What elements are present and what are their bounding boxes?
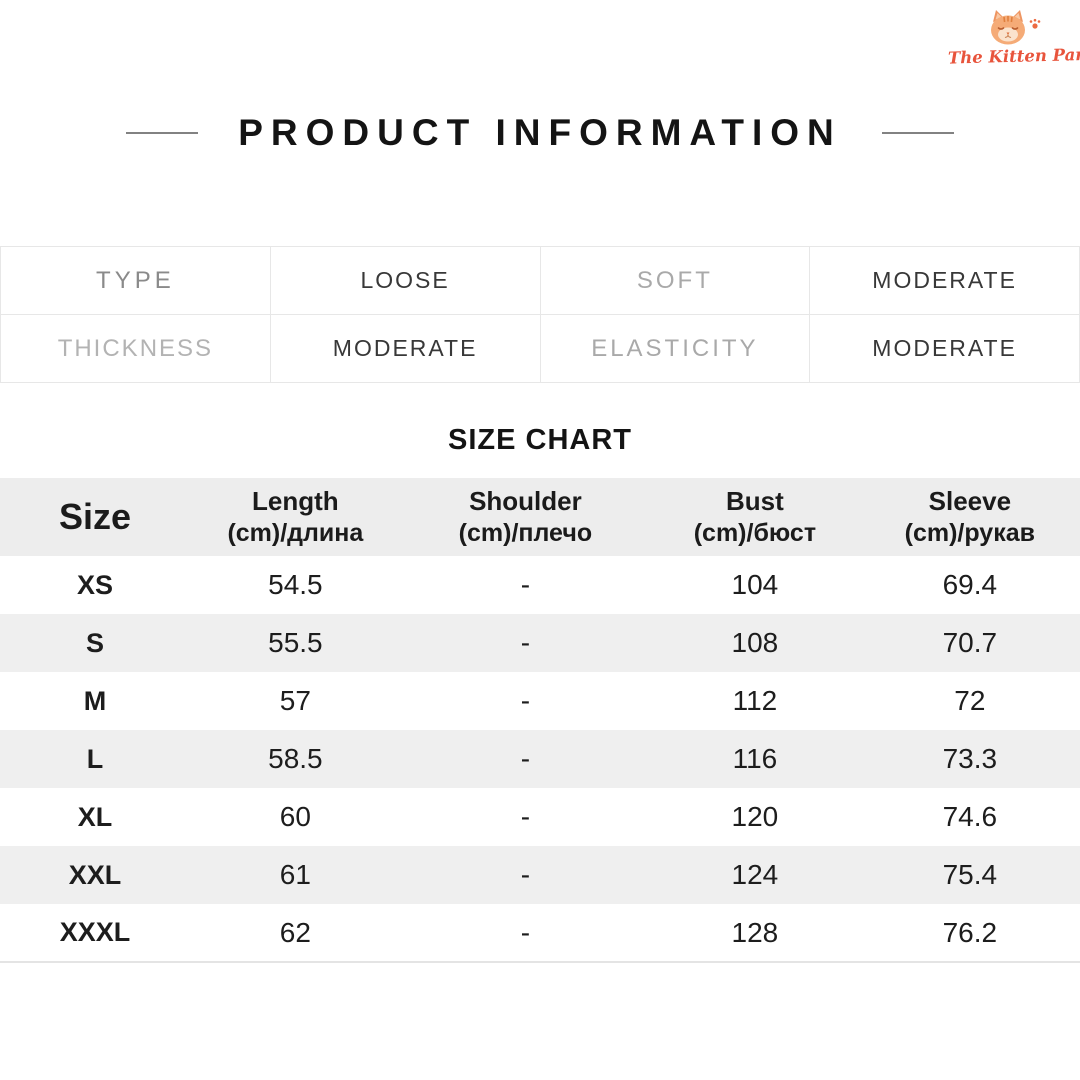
table-row: TYPE LOOSE SOFT MODERATE <box>0 246 1080 315</box>
attr-label-soft: SOFT <box>539 246 811 315</box>
sleeve-cell: 74.6 <box>942 801 998 832</box>
col-header-length: Length (cm)/длина <box>227 486 364 547</box>
size-cell: S <box>86 627 105 658</box>
bust-cell: 120 <box>731 801 779 832</box>
attr-value-soft: MODERATE <box>809 246 1080 315</box>
sleeve-cell: 72 <box>954 685 986 716</box>
table-header-row: Size Length (cm)/длина Shoulder (cm)/пле… <box>0 478 1080 556</box>
shoulder-cell: - <box>520 685 531 716</box>
shoulder-cell: - <box>520 743 531 774</box>
table-row: XS 54.5 - 104 69.4 <box>0 556 1080 614</box>
shoulder-cell: - <box>520 627 531 658</box>
shoulder-cell: - <box>520 801 531 832</box>
bust-cell: 108 <box>731 627 779 658</box>
brand-name: The Kitten Park <box>947 44 1080 68</box>
attr-value-type: LOOSE <box>269 246 541 315</box>
attributes-table: TYPE LOOSE SOFT MODERATE THICKNESS MODER… <box>0 246 1080 383</box>
attr-value-elasticity: MODERATE <box>809 314 1080 383</box>
size-chart-title: SIZE CHART <box>448 424 632 456</box>
sleeve-cell: 75.4 <box>942 859 998 890</box>
title-rule-left <box>126 132 199 134</box>
sleeve-cell: 70.7 <box>942 627 998 658</box>
table-row: M 57 - 112 72 <box>0 672 1080 730</box>
length-cell: 62 <box>279 916 311 948</box>
shoulder-cell: - <box>520 569 531 600</box>
size-cell: XS <box>77 569 114 600</box>
bust-cell: 104 <box>731 569 779 600</box>
col-header-bust: Bust (cm)/бюст <box>693 486 817 547</box>
size-chart-table: Size Length (cm)/длина Shoulder (cm)/пле… <box>0 478 1080 963</box>
bust-cell: 116 <box>732 743 778 774</box>
length-cell: 54.5 <box>268 569 323 600</box>
size-cell: XXXL <box>59 917 131 947</box>
brand-logo: The Kitten Park <box>947 8 1080 68</box>
table-row: S 55.5 - 108 70.7 <box>0 614 1080 672</box>
table-row: XXL 61 - 124 75.4 <box>0 846 1080 904</box>
bust-cell: 112 <box>732 685 778 716</box>
sleeve-cell: 69.4 <box>942 569 998 600</box>
page-title: PRODUCT INFORMATION <box>238 112 842 153</box>
page-header: PRODUCT INFORMATION <box>0 112 1080 154</box>
length-cell: 61 <box>279 859 311 890</box>
table-row: THICKNESS MODERATE ELASTICITY MODERATE <box>0 314 1080 383</box>
title-rule-right <box>881 132 954 134</box>
bust-cell: 124 <box>731 859 779 890</box>
paw-print-icon <box>1029 18 1041 29</box>
sleeve-cell: 76.2 <box>942 916 998 948</box>
size-cell: XXL <box>68 859 122 890</box>
cat-head-icon <box>991 10 1041 45</box>
size-cell: M <box>83 685 107 716</box>
attr-value-thickness: MODERATE <box>269 314 541 383</box>
table-row: L 58.5 - 116 73.3 <box>0 730 1080 788</box>
table-row: XXXL 62 - 128 76.2 <box>0 904 1080 962</box>
length-cell: 55.5 <box>268 627 323 658</box>
sleeve-cell: 73.3 <box>942 743 998 774</box>
bust-cell: 128 <box>731 916 779 948</box>
size-cell: XL <box>77 801 113 832</box>
col-header-shoulder: Shoulder (cm)/плечо <box>458 486 593 547</box>
length-cell: 57 <box>279 685 311 716</box>
table-row: XL 60 - 120 74.6 <box>0 788 1080 846</box>
attr-label-thickness: THICKNESS <box>0 314 271 383</box>
shoulder-cell: - <box>520 859 531 890</box>
shoulder-cell: - <box>520 916 531 948</box>
attr-label-elasticity: ELASTICITY <box>539 314 811 383</box>
attr-label-type: TYPE <box>0 246 271 315</box>
length-cell: 58.5 <box>268 743 323 774</box>
length-cell: 60 <box>279 801 311 832</box>
col-header-sleeve: Sleeve (cm)/рукав <box>904 486 1035 547</box>
col-header-size: Size <box>59 496 132 538</box>
size-cell: L <box>86 743 104 774</box>
